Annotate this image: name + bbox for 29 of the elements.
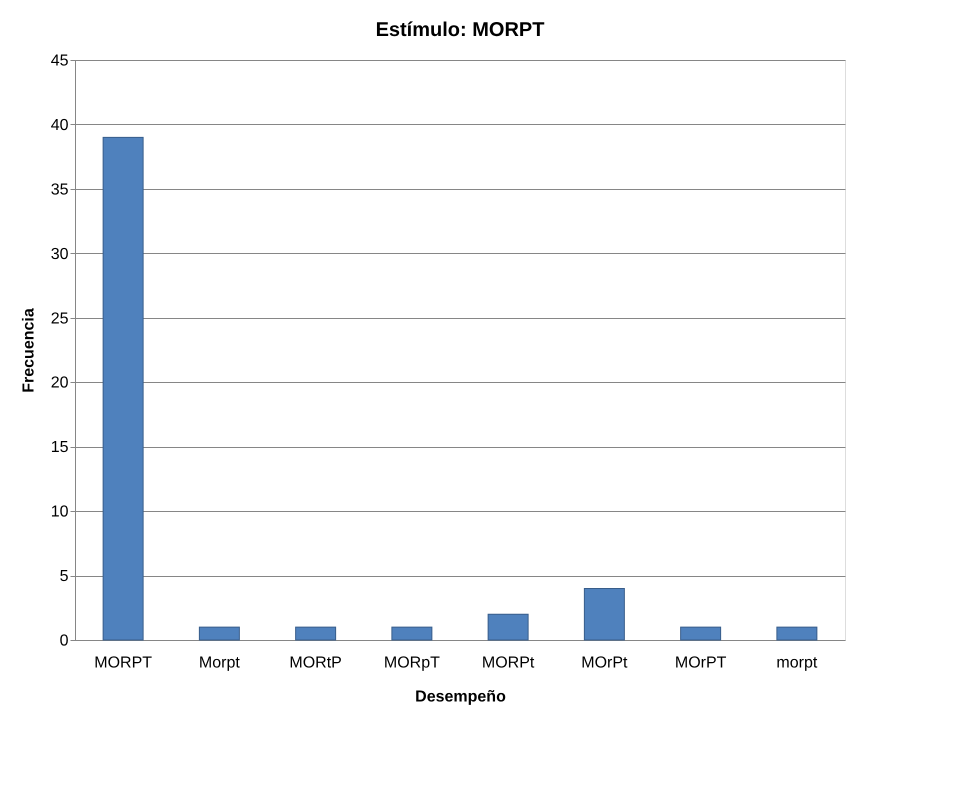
chart-title: Estímulo: MORPT (376, 19, 544, 41)
y-tick-label: 40 (50, 116, 69, 134)
x-tick-label: Morpt (198, 654, 240, 672)
y-tick-label: 10 (50, 504, 69, 521)
y-tick-label: 20 (50, 374, 69, 392)
bar (776, 626, 818, 640)
bar (295, 626, 336, 640)
bar (198, 626, 240, 640)
x-tick-label: MORtP (289, 654, 342, 672)
y-tick-label: 15 (50, 439, 69, 456)
y-tick-label: 25 (50, 310, 69, 328)
x-tick-label: MORpT (384, 654, 440, 672)
y-tick-label: 35 (50, 181, 69, 198)
y-tick-label: 0 (60, 632, 69, 650)
bar (584, 588, 625, 640)
bar (102, 136, 144, 640)
y-tick-label: 5 (60, 568, 69, 586)
x-tick-label: morpt (776, 654, 818, 672)
bar (391, 626, 432, 640)
y-axis-title: Frecuencia (20, 308, 38, 393)
bar (680, 626, 722, 640)
x-axis-title: Desempeño (415, 688, 506, 706)
bar (488, 614, 529, 640)
x-tick-label: MOrPT (674, 654, 727, 672)
x-tick-label: MORPt (482, 654, 535, 672)
x-tick-label: MOrPt (581, 654, 628, 672)
x-tick-label: MORPT (94, 654, 152, 672)
y-tick-label: 30 (50, 246, 69, 263)
y-tick-label: 45 (50, 52, 69, 70)
